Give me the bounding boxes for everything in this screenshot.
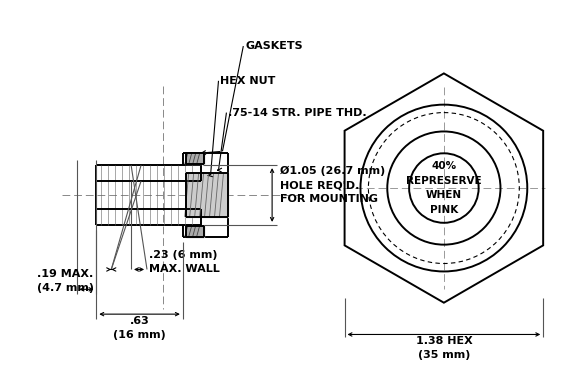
Text: GASKETS: GASKETS	[246, 41, 303, 51]
Polygon shape	[186, 226, 204, 237]
Text: 40%
REPRESERVE
WHEN
PINK: 40% REPRESERVE WHEN PINK	[406, 161, 482, 215]
Text: HEX NUT: HEX NUT	[220, 76, 276, 86]
Polygon shape	[186, 173, 228, 217]
Text: .63
(16 mm): .63 (16 mm)	[113, 316, 166, 340]
Polygon shape	[186, 153, 204, 164]
Text: .75-14 STR. PIPE THD.: .75-14 STR. PIPE THD.	[228, 108, 367, 118]
Text: .23 (6 mm)
MAX. WALL: .23 (6 mm) MAX. WALL	[149, 250, 220, 273]
Text: Ø1.05 (26.7 mm)
HOLE REQ'D.
FOR MOUNTING: Ø1.05 (26.7 mm) HOLE REQ'D. FOR MOUNTING	[280, 166, 385, 204]
Text: 1.38 HEX
(35 mm): 1.38 HEX (35 mm)	[416, 336, 472, 360]
Text: .19 MAX.
(4.7 mm): .19 MAX. (4.7 mm)	[37, 269, 94, 293]
